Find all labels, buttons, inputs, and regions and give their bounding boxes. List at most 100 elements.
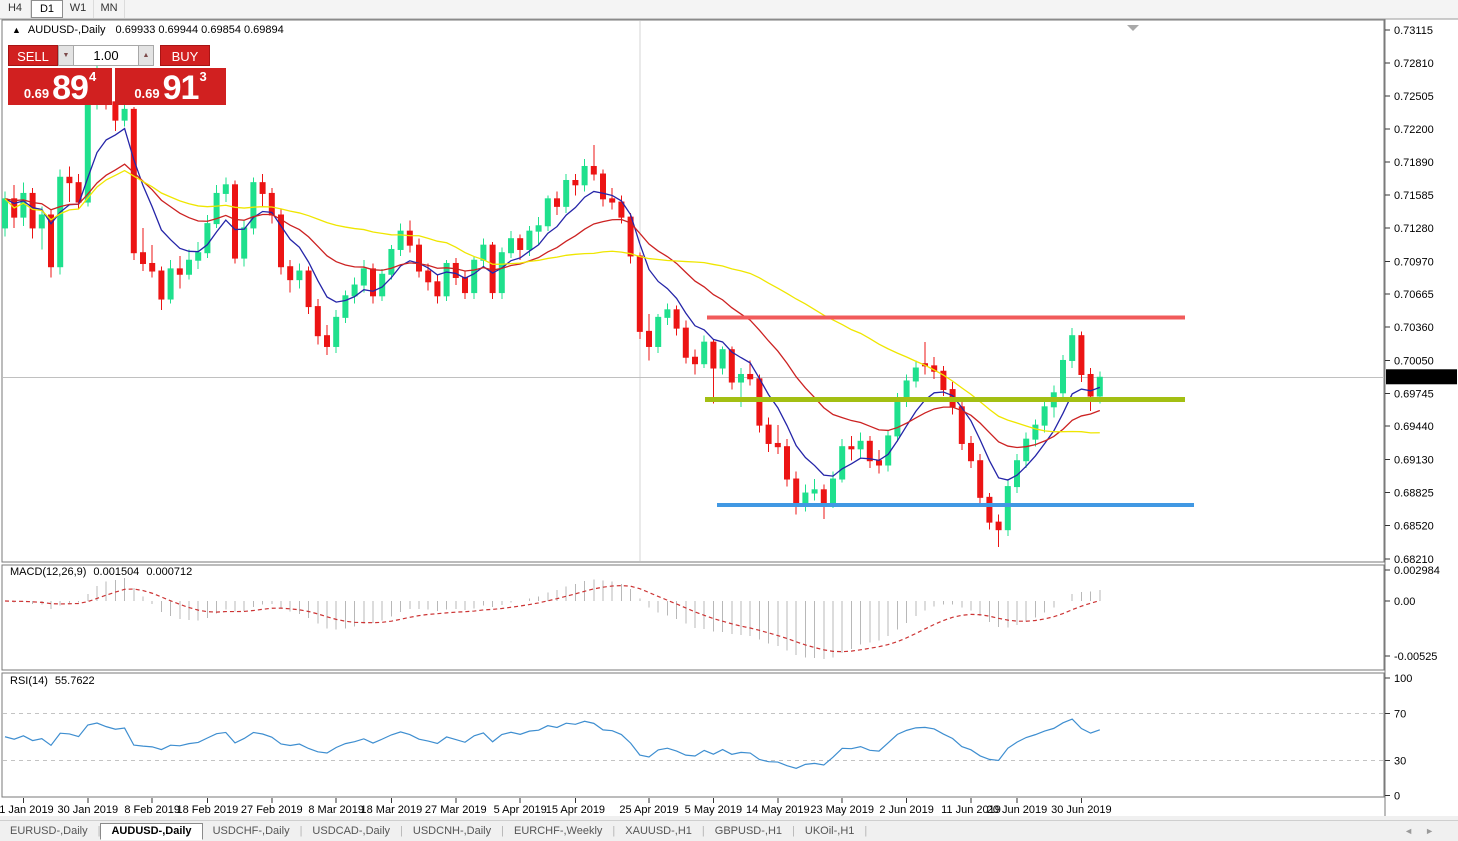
candle: [765, 424, 772, 444]
candle: [747, 373, 754, 380]
symbol-marker-icon: ▲: [12, 25, 21, 35]
trend-lines-layer[interactable]: [705, 315, 1194, 507]
tab-eurusd-daily[interactable]: EURUSD-,Daily: [10, 824, 88, 837]
macd-name: MACD(12,26,9): [10, 566, 87, 578]
candle: [544, 198, 551, 227]
candle: [820, 489, 827, 505]
timeframe-button-h4[interactable]: H4: [0, 0, 31, 18]
tab-usdcnh-daily[interactable]: USDCNH-,Daily: [412, 824, 492, 837]
svg-text:100: 100: [1394, 673, 1412, 685]
svg-text:0.72200: 0.72200: [1394, 124, 1434, 136]
svg-text:0.68210: 0.68210: [1394, 554, 1434, 566]
tab-usdchf-daily[interactable]: USDCHF-,Daily: [212, 824, 290, 837]
volume-increase-button[interactable]: ▲: [138, 45, 154, 66]
svg-text:18 Mar 2019: 18 Mar 2019: [361, 804, 423, 816]
candle: [857, 440, 864, 450]
candle: [600, 173, 606, 200]
svg-text:21 Jan 2019: 21 Jan 2019: [0, 804, 54, 816]
volume-decrease-button[interactable]: ▼: [58, 45, 74, 66]
tabbar-scroll-left-icon[interactable]: ◄: [1404, 826, 1426, 836]
svg-text:27 Feb 2019: 27 Feb 2019: [241, 804, 303, 816]
candle: [204, 223, 211, 254]
svg-text:0.70050: 0.70050: [1394, 355, 1434, 367]
chart-symbol-period: AUDUSD-,Daily: [27, 24, 106, 36]
tab-separator: |: [701, 825, 705, 837]
candle: [287, 266, 294, 281]
candle: [232, 184, 238, 259]
buy-price-box[interactable]: 0.69 91 3: [115, 68, 226, 105]
svg-text:0.69894: 0.69894: [1394, 372, 1434, 384]
svg-text:30 Jan 2019: 30 Jan 2019: [58, 804, 119, 816]
timeframe-button-w1[interactable]: W1: [63, 0, 94, 18]
candle: [2, 198, 8, 229]
candle: [416, 244, 422, 272]
one-click-trading-panel: SELL ▼ ▲ BUY 0.69 89 4 0.69 91 3: [8, 45, 226, 105]
candle: [646, 330, 652, 347]
candle: [535, 225, 542, 232]
candle: [664, 309, 671, 318]
volume-input[interactable]: [74, 45, 138, 66]
candle: [140, 252, 146, 264]
candle: [590, 165, 597, 175]
buy-button[interactable]: BUY: [160, 45, 210, 66]
candles-layer: [2, 61, 1103, 547]
candle: [912, 367, 919, 382]
candle: [1078, 335, 1085, 375]
candle: [250, 182, 257, 229]
candle: [986, 496, 993, 523]
candle: [406, 230, 413, 246]
macd-signal-line: [4, 584, 1100, 653]
candle: [572, 179, 579, 186]
chart-shift-marker-icon: [1127, 25, 1139, 31]
candle: [563, 179, 570, 207]
tab-xauusd-h1[interactable]: XAUUSD-,H1: [625, 824, 692, 837]
sell-button[interactable]: SELL: [8, 45, 58, 66]
candle: [296, 270, 303, 281]
candle: [940, 370, 947, 391]
candle: [305, 270, 312, 308]
svg-text:0.71585: 0.71585: [1394, 190, 1434, 202]
tab-eurchf-weekly[interactable]: EURCHF-,Weekly: [514, 824, 603, 837]
svg-text:0.70665: 0.70665: [1394, 289, 1434, 301]
sell-price-small: 0.69: [23, 86, 50, 101]
svg-text:0.72505: 0.72505: [1394, 91, 1434, 103]
sell-price-sup: 4: [88, 69, 97, 84]
candle: [351, 284, 358, 297]
candle: [84, 98, 91, 203]
candle: [848, 446, 855, 450]
candle: [1023, 438, 1030, 462]
candle: [75, 182, 82, 203]
candle: [388, 248, 395, 275]
svg-text:11 Jun 2019: 11 Jun 2019: [941, 804, 1001, 816]
candle: [1041, 406, 1048, 426]
candle: [462, 276, 468, 294]
candle: [508, 238, 514, 254]
buy-price-big: 91: [162, 69, 200, 107]
svg-text:0.69440: 0.69440: [1394, 421, 1434, 433]
candle: [627, 216, 634, 257]
svg-text:8 Mar 2019: 8 Mar 2019: [308, 804, 364, 816]
timeframe-button-mn[interactable]: MN: [94, 0, 125, 18]
sell-price-box[interactable]: 0.69 89 4: [8, 68, 112, 105]
candle: [811, 489, 818, 494]
svg-text:20 Jun 2019: 20 Jun 2019: [987, 804, 1048, 816]
tab-audusd-daily[interactable]: AUDUSD-,Daily: [100, 822, 203, 840]
tab-usdcad-daily[interactable]: USDCAD-,Daily: [312, 824, 391, 837]
tabbar-scroll-right-icon[interactable]: ►: [1425, 826, 1446, 836]
svg-text:0.71280: 0.71280: [1394, 223, 1434, 235]
candle: [1096, 376, 1103, 397]
candle: [278, 214, 284, 268]
tab-gbpusd-h1[interactable]: GBPUSD-,H1: [714, 824, 783, 837]
candle: [314, 306, 321, 337]
rsi-value: 55.7622: [54, 675, 95, 687]
candle: [1069, 335, 1076, 361]
svg-text:0.002984: 0.002984: [1394, 565, 1440, 577]
candle: [830, 478, 836, 505]
macd-layer: [4, 578, 1101, 660]
tabbar-strip: [0, 816, 1458, 822]
timeframe-button-d1[interactable]: D1: [31, 0, 63, 18]
svg-text:0.69745: 0.69745: [1394, 388, 1434, 400]
candle: [38, 214, 45, 229]
tab-ukoil-h1[interactable]: UKOil-,H1: [804, 824, 855, 837]
